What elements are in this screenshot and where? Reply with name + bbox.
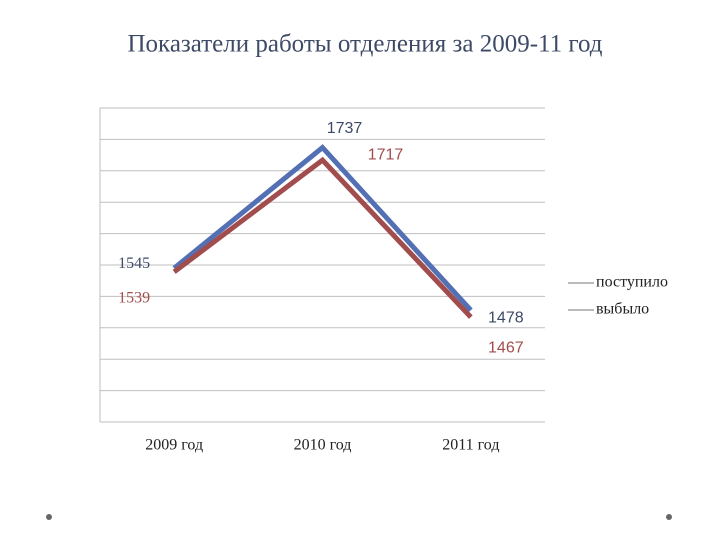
- x-tick-label: 2011 год: [442, 437, 499, 454]
- chart-title: Показатели работы отделения за 2009-11 г…: [128, 31, 603, 58]
- x-tick-label: 2009 год: [145, 437, 203, 454]
- data-label: 1467: [488, 339, 524, 356]
- data-label: 1717: [368, 146, 404, 163]
- decor-dot: [46, 514, 52, 520]
- legend-label: поступило: [596, 274, 668, 291]
- data-label: 1539: [118, 290, 150, 307]
- line-series: [172, 144, 473, 312]
- decor-dot: [666, 514, 672, 520]
- data-label: 1545: [118, 255, 150, 272]
- data-label: 1737: [327, 120, 363, 137]
- x-tick-label: 2010 год: [294, 437, 352, 454]
- data-label: 1478: [488, 309, 524, 326]
- legend-label: выбыло: [596, 301, 649, 318]
- line-series: [172, 156, 473, 319]
